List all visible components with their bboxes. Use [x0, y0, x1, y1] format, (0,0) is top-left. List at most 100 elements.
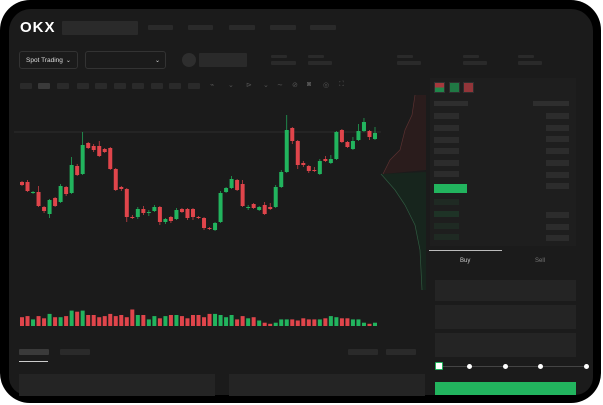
amount-slider-handle[interactable]	[435, 362, 443, 370]
candle-body	[168, 217, 173, 221]
wave-icon[interactable]: ∼	[277, 82, 283, 89]
volume-bar	[130, 309, 135, 326]
slider-step-50[interactable]	[503, 364, 508, 369]
timeframe-button[interactable]	[95, 83, 107, 89]
tab-open-orders[interactable]	[19, 349, 49, 355]
volume-bar	[284, 319, 289, 326]
ask-price	[434, 171, 459, 177]
ask-amount	[546, 172, 569, 178]
timeframe-button[interactable]	[132, 83, 144, 89]
volume-bar	[312, 319, 317, 326]
amount-input[interactable]	[435, 305, 576, 329]
timeframe-button[interactable]	[114, 83, 126, 89]
volume-bar	[58, 317, 63, 326]
timeframe-button[interactable]	[188, 83, 200, 89]
stat-label	[518, 55, 534, 58]
chevron-down-icon[interactable]: ⌄	[263, 82, 269, 89]
amount-slider-track[interactable]	[438, 366, 588, 367]
orderbook-bids-icon[interactable]	[449, 82, 460, 93]
candle-body	[218, 193, 223, 222]
timeframe-button[interactable]	[20, 83, 32, 89]
ask-amount	[546, 125, 569, 131]
depth-bids-area	[381, 172, 426, 290]
stat-value	[271, 61, 296, 65]
candle-body	[130, 217, 135, 218]
volume-bar	[224, 317, 229, 326]
volume-bar	[306, 319, 311, 326]
candle-body	[295, 141, 300, 165]
volume-bar	[251, 317, 256, 326]
candle-body	[31, 192, 36, 193]
nav-item[interactable]	[229, 25, 255, 30]
price-input[interactable]	[435, 280, 576, 301]
volume-bar	[279, 319, 284, 326]
bid-price	[434, 211, 459, 217]
volume-bar	[53, 317, 58, 326]
orderbook-asks-icon[interactable]	[463, 82, 474, 93]
timeframe-button[interactable]	[169, 83, 181, 89]
buy-button[interactable]	[435, 382, 576, 395]
bid-amount	[546, 235, 569, 241]
timeframe-button-active[interactable]	[38, 83, 50, 89]
timeframe-button[interactable]	[151, 83, 163, 89]
candle-body	[356, 131, 361, 140]
candle-body	[251, 204, 256, 208]
orderbook-both-icon[interactable]	[434, 82, 445, 93]
candle-body	[42, 207, 47, 211]
filter-button[interactable]	[386, 349, 416, 355]
volume-bar	[334, 317, 339, 326]
nav-item[interactable]	[270, 25, 296, 30]
indicator-icon[interactable]: ⊳	[246, 82, 252, 89]
candle-body	[163, 219, 168, 222]
volume-bar	[268, 323, 273, 326]
candle-body	[146, 212, 151, 213]
volume-bar	[367, 323, 372, 326]
bid-price	[434, 199, 459, 205]
volume-bar	[301, 318, 306, 326]
stat-value	[463, 61, 487, 65]
camera-icon[interactable]: ◙	[307, 81, 312, 88]
volume-bar	[257, 320, 262, 326]
volume-bar	[174, 315, 179, 326]
volume-bar	[168, 315, 173, 326]
tab-order-history[interactable]	[60, 349, 90, 355]
candle-body	[323, 159, 328, 161]
volume-bar	[218, 315, 223, 326]
pair-dropdown[interactable]: ⌄	[85, 51, 166, 69]
okx-logo[interactable]: OKX	[20, 19, 56, 36]
total-input[interactable]	[435, 333, 576, 357]
mid-price	[434, 184, 467, 193]
filter-button[interactable]	[348, 349, 378, 355]
candle-body	[317, 161, 322, 174]
volume-bar	[97, 317, 102, 326]
stat-value	[397, 61, 421, 65]
nav-item[interactable]	[188, 25, 213, 30]
timeframe-button[interactable]	[57, 83, 69, 89]
tab-sell[interactable]: Sell	[535, 258, 546, 264]
slider-step-75[interactable]	[538, 364, 543, 369]
volume-bar	[235, 319, 240, 326]
volume-bar	[20, 317, 24, 326]
fullscreen-icon[interactable]: ⛶	[339, 81, 344, 88]
slider-step-100[interactable]	[584, 364, 589, 369]
buy-tab-underline	[429, 250, 502, 251]
candle-body	[290, 128, 295, 141]
volume-bar	[356, 319, 361, 326]
volume-bar	[207, 313, 212, 326]
settings-icon[interactable]: ◎	[323, 82, 330, 89]
chevron-down-icon[interactable]: ⌄	[228, 82, 234, 89]
slider-step-25[interactable]	[467, 364, 472, 369]
nav-item[interactable]	[310, 25, 336, 30]
tab-buy[interactable]: Buy	[460, 258, 471, 264]
chart-type-icon[interactable]: ⌁	[210, 82, 215, 89]
candle-body	[350, 141, 355, 149]
timeframe-button[interactable]	[77, 83, 89, 89]
spot-trading-button[interactable]: Spot Trading ⌄	[19, 51, 78, 69]
nav-item[interactable]	[148, 25, 173, 30]
volume-bar	[36, 316, 41, 326]
spot-trading-label: Spot Trading	[26, 56, 63, 64]
draw-icon[interactable]: ⊘	[292, 82, 298, 89]
volume-bar	[31, 319, 36, 326]
search-bar[interactable]	[62, 21, 138, 35]
